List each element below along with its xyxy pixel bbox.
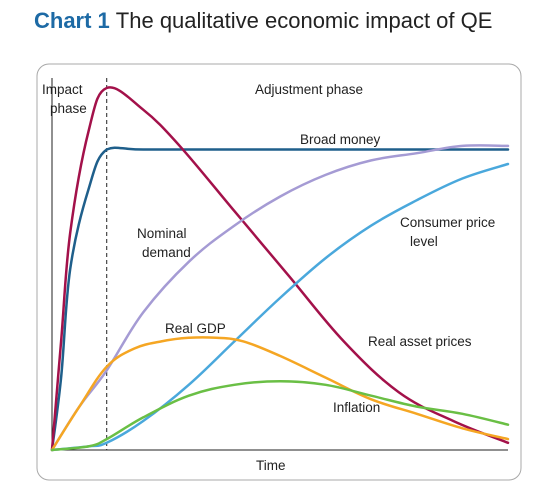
real-gdp-label: Real GDP [165, 321, 226, 336]
series-line-real-asset-prices [50, 86, 510, 452]
series-layer [50, 86, 510, 452]
chart-number: Chart 1 [34, 8, 110, 33]
nominal-demand-label-line1: Nominal [137, 226, 187, 241]
series-line-broad-money [50, 146, 510, 452]
consumer-price-level-label-line2: level [410, 234, 438, 249]
chart-title-row: Chart 1 The qualitative economic impact o… [34, 8, 492, 34]
chart-frame [36, 63, 522, 481]
impact-phase-label-line1: Impact [42, 82, 83, 97]
impact-phase-label-line2: phase [50, 101, 87, 116]
series-line-nominal-demand [50, 144, 510, 452]
inflation-label: Inflation [333, 400, 380, 415]
chart-title: The qualitative economic impact of QE [115, 8, 493, 33]
x-axis-label: Time [256, 458, 286, 473]
series-line-consumer-price-level [50, 162, 510, 452]
real-asset-prices-label: Real asset prices [368, 334, 472, 349]
consumer-price-level-label-line1: Consumer price [400, 215, 495, 230]
adjustment-phase-label: Adjustment phase [255, 82, 363, 97]
series-line-inflation [50, 379, 510, 452]
series-line-real-gdp [50, 336, 510, 452]
nominal-demand-label-line2: demand [142, 245, 191, 260]
broad-money-label: Broad money [300, 132, 381, 147]
